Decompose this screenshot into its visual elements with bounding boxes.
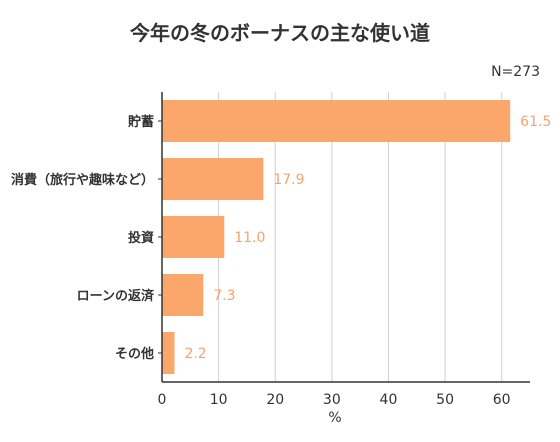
axes	[158, 92, 530, 383]
bar	[162, 100, 511, 142]
bar	[162, 158, 264, 200]
x-tick-label: 30	[323, 392, 341, 408]
category-label: 貯蓄	[128, 114, 154, 130]
data-label: 7.3	[213, 288, 235, 304]
x-tick-label: 60	[493, 392, 511, 408]
chart-title: 今年の冬のボーナスの主な使い道	[130, 21, 430, 45]
x-tick-label: 20	[266, 392, 284, 408]
bar	[162, 332, 175, 374]
x-tick-label: 50	[436, 392, 454, 408]
data-label: 17.9	[273, 172, 304, 188]
category-label: 投資	[128, 230, 154, 246]
labels: 0 10 20 30 40 50 60 61.5 貯蓄 17.9 消費（旅行や趣味など） 11.0 投資…	[11, 114, 551, 408]
category-label: 消費（旅行や趣味など）	[11, 172, 154, 188]
x-tick-label: 10	[210, 392, 228, 408]
x-axis-label: %	[328, 410, 341, 426]
data-label: 61.5	[520, 114, 551, 130]
category-label: ローンの返済	[77, 288, 155, 304]
bar	[162, 274, 204, 316]
data-label: 11.0	[234, 230, 265, 246]
bar	[162, 216, 225, 258]
category-label: その他	[115, 346, 154, 362]
x-tick-label: 0	[158, 392, 167, 408]
sample-size-note: N=273	[491, 64, 540, 80]
data-label: 2.2	[184, 346, 206, 362]
x-tick-label: 40	[380, 392, 398, 408]
bars	[162, 100, 511, 374]
